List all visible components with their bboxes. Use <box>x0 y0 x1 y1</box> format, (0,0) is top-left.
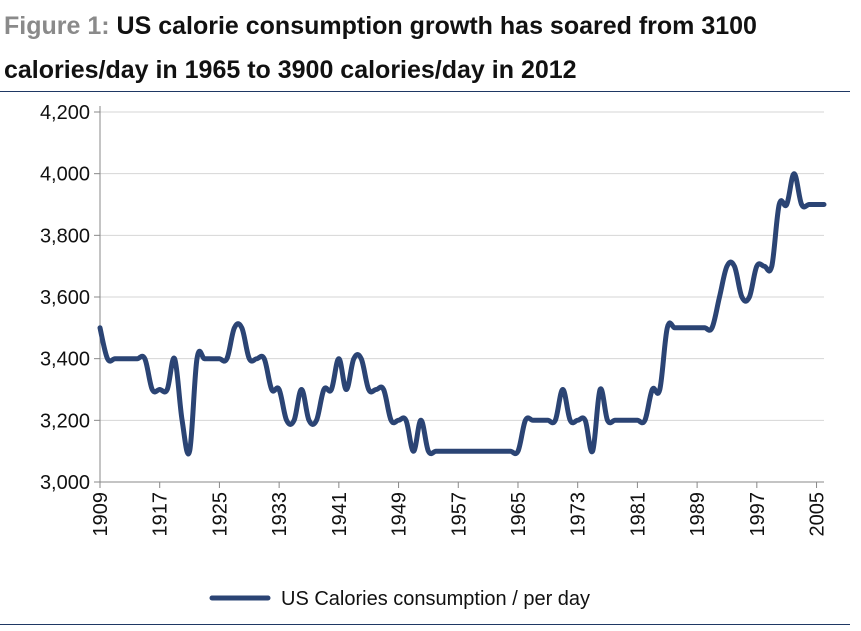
y-tick-label: 3,200 <box>40 410 90 432</box>
y-tick-label: 4,000 <box>40 164 90 186</box>
gridlines <box>100 111 824 421</box>
series-line-0 <box>97 171 827 457</box>
legend: US Calories consumption / per day <box>209 588 590 610</box>
y-tick-label: 3,400 <box>40 349 90 371</box>
x-tick-label: 1981 <box>627 492 649 537</box>
x-tick-label: 2005 <box>807 492 829 537</box>
axes <box>99 106 824 483</box>
title-divider <box>0 91 850 92</box>
x-tick-label: 1989 <box>687 492 709 537</box>
y-axis-ticks: 3,000 3,200 3,400 3,600 3,800 4,000 4,200 <box>40 102 100 494</box>
legend-label: US Calories consumption / per day <box>281 588 590 610</box>
x-tick-label: 1925 <box>209 492 231 537</box>
x-tick-label: 1965 <box>508 492 530 537</box>
figure-title: Figure 1: US calorie consumption growth … <box>4 4 854 92</box>
x-axis-ticks: 1909 1917 1925 1933 1941 1949 1957 1965 1973 1981… <box>90 482 829 537</box>
x-tick-label: 1997 <box>747 492 769 537</box>
bottom-divider <box>0 624 850 625</box>
x-tick-label: 1957 <box>448 492 470 537</box>
y-tick-label: 3,800 <box>40 225 90 247</box>
y-tick-label: 3,000 <box>40 472 90 494</box>
x-tick-label: 1941 <box>329 492 351 537</box>
x-tick-label: 1909 <box>90 492 112 537</box>
x-tick-label: 1933 <box>269 492 291 537</box>
y-tick-label: 4,200 <box>40 102 90 124</box>
x-tick-label: 1973 <box>568 492 590 537</box>
series-group <box>97 171 827 457</box>
y-tick-label: 3,600 <box>40 287 90 309</box>
figure-label: Figure 1: <box>4 12 110 40</box>
x-tick-label: 1917 <box>150 492 172 537</box>
figure-title-text: US calorie consumption growth has soared… <box>4 12 757 84</box>
x-tick-label: 1949 <box>389 492 411 537</box>
